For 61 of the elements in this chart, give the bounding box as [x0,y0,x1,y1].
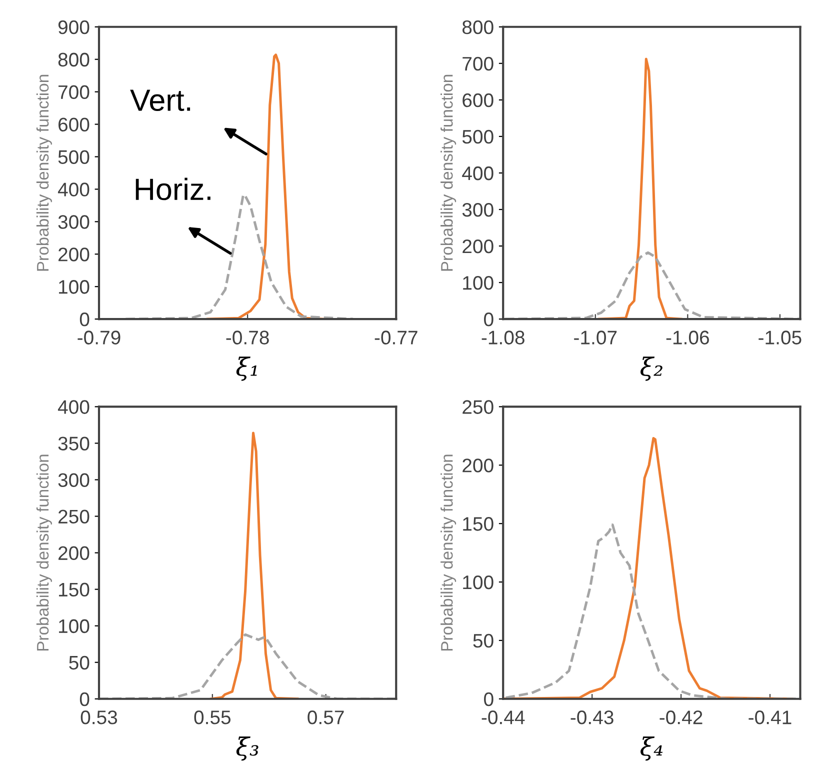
x-tick-label: -0.41 [748,710,792,724]
y-tick-label: 900 [58,20,90,34]
y-tick-label: 300 [462,202,494,217]
x-tick-label: 0.57 [308,710,344,724]
y-tick-label: 0 [484,312,494,326]
x-axis-title: ξ₁ [236,356,257,381]
y-tick-label: 400 [58,182,90,196]
y-tick-label: 200 [58,248,90,262]
y-tick-label: 400 [462,166,494,180]
y-tick-label: 200 [58,546,90,560]
x-tick-label: -0.42 [660,710,702,724]
x-tick-label: -0.79 [78,330,120,344]
y-tick-label: 200 [462,239,494,254]
y-tick-label: 350 [58,436,90,450]
x-tick-label: 0.55 [194,710,231,724]
annotation: Vert. [130,90,190,112]
x-tick-label: -1.07 [574,330,617,344]
y-tick-label: 150 [59,582,90,597]
line-series [598,58,682,320]
y-tick-label: 0 [80,312,90,326]
x-tick-label: -0.43 [570,710,614,724]
y-tick-label: 100 [59,619,90,634]
y-tick-label: 700 [58,85,90,100]
y-tick-label: 150 [463,517,494,531]
y-tick-label: 100 [463,276,494,290]
x-tick-label: -0.77 [374,330,418,344]
y-tick-label: 600 [58,118,90,132]
y-tick-label: 300 [58,215,90,229]
y-tick-label: 200 [462,458,494,472]
y-tick-label: 100 [463,575,494,590]
y-tick-label: 50 [473,634,494,648]
y-tick-label: 50 [69,656,90,670]
x-tick-label: -0.78 [226,330,269,344]
x-tick-label: -1.06 [666,330,709,344]
x-tick-label: -0.44 [482,710,525,724]
y-axis-title: Probability density function [36,74,52,271]
x-tick-label: -1.05 [758,330,802,344]
annotation: Horiz. [136,178,210,200]
x-tick-label: -1.08 [482,330,524,344]
y-tick-label: 800 [462,20,494,34]
y-axis-title: Probability density function [440,74,456,271]
y-tick-label: 500 [58,150,90,164]
y-tick-label: 100 [59,280,90,294]
y-tick-label: 250 [58,510,90,524]
y-tick-label: 0 [484,692,494,706]
x-axis-title: ξ₂ [640,356,662,381]
y-axis-title: Probability density function [440,454,456,651]
y-axis-title: Probability density function [36,454,52,651]
y-tick-label: 600 [462,93,494,108]
y-tick-label: 0 [80,692,90,706]
y-tick-label: 250 [462,400,494,414]
y-tick-label: 500 [462,130,494,144]
x-tick-label: 0.53 [80,710,118,724]
y-tick-label: 800 [58,52,90,67]
x-axis-title: ξ₄ [640,736,663,761]
y-tick-label: 700 [462,56,494,71]
y-tick-label: 300 [58,473,90,487]
line-series [210,432,299,699]
line-series [504,523,798,699]
x-axis-title: ξ₃ [236,736,258,761]
y-tick-label: 400 [58,400,90,414]
